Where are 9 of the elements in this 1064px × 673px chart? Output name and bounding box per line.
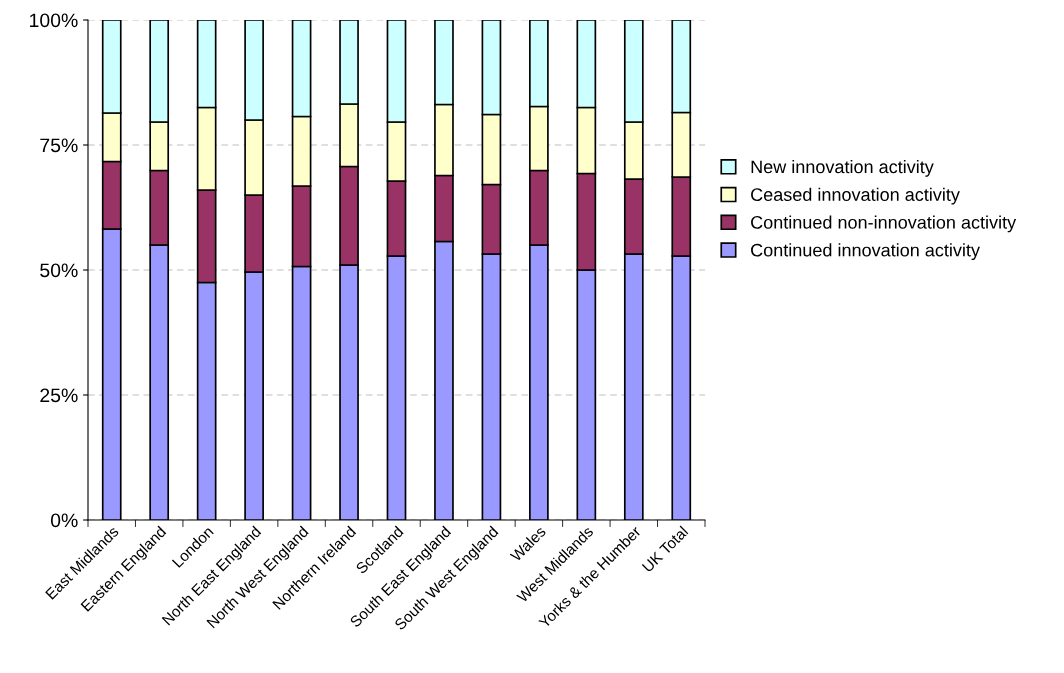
y-tick-label: 75% — [40, 138, 78, 153]
legend-label: Continued innovation activity — [751, 243, 980, 261]
y-tick-label: 25% — [40, 388, 78, 403]
y-tick-label: 100% — [30, 13, 78, 28]
y-tick-label: 50% — [40, 263, 78, 278]
legend-label: New innovation activity — [751, 159, 934, 177]
legend-label: Ceased innovation activity — [751, 187, 960, 205]
legend-label: Continued non-innovation activity — [751, 215, 1017, 233]
y-tick-label: 0% — [50, 513, 78, 528]
